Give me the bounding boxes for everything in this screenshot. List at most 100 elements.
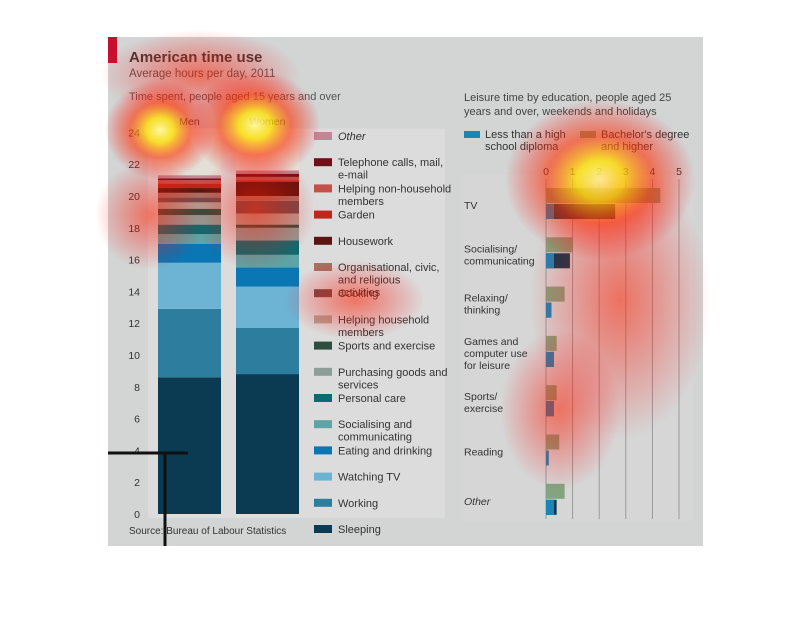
bar-men-socialising-and-communicating: [158, 234, 221, 244]
bar-bachelor-s-degree-and-higher-4: [546, 385, 557, 401]
bar-women-watching-tv: [236, 286, 299, 328]
bar-bachelor-s-degree-and-higher-6: [546, 483, 565, 499]
right-legend-label-1: Bachelor's degree and higher: [601, 129, 689, 153]
legend-swatch-7: [314, 315, 332, 324]
x-tick-label-1: 1: [570, 166, 576, 178]
bar-women-telephone-calls-mail-e-mail: [236, 173, 299, 177]
legend-label-2: Helping non-household members: [338, 183, 451, 208]
legend-label-6: Cooking: [338, 288, 378, 300]
legend-swatch-0: [314, 132, 332, 140]
bar-marker-6: [546, 499, 554, 515]
bar-marker-0: [546, 204, 554, 219]
right-legend-swatch-0: [464, 131, 480, 138]
bar-women-socialising-and-communicating: [236, 254, 299, 268]
bar-men-personal-care: [158, 224, 221, 235]
x-tick-label-3: 3: [623, 166, 629, 178]
bar-men-eating-and-drinking: [158, 243, 221, 263]
legend-label-8: Sports and exercise: [338, 341, 435, 353]
y-tick-label-16: 16: [128, 255, 140, 267]
bar-less-than-a-high-school-diploma-0: [546, 204, 616, 219]
bar-bachelor-s-degree-and-higher-3: [546, 335, 557, 351]
bar-women-purchasing-goods-and-services: [236, 227, 299, 241]
bar-women-helping-household-members: [236, 213, 299, 225]
legend-swatch-12: [314, 446, 332, 455]
bar-men-telephone-calls-mail-e-mail: [158, 178, 221, 181]
right-category-label-1: Socialising/communicating: [464, 243, 535, 267]
legend-label-10: Personal care: [338, 393, 406, 405]
right-category-label-2: Relaxing/thinking: [464, 293, 508, 317]
legend-label-12: Eating and drinking: [338, 445, 432, 457]
legend-swatch-11: [314, 420, 332, 429]
bar-women-cooking: [236, 200, 299, 214]
y-tick-label-10: 10: [128, 350, 140, 362]
legend-label-0: Other: [338, 131, 367, 143]
legend-swatch-4: [314, 236, 332, 245]
bar-bachelor-s-degree-and-higher-1: [546, 237, 573, 253]
y-tick-label-18: 18: [128, 223, 140, 235]
legend-swatch-3: [314, 210, 332, 219]
column-label-men: Men: [179, 116, 200, 128]
bar-women-sports-and-exercise: [236, 224, 299, 228]
legend-swatch-10: [314, 394, 332, 402]
right-category-label-5: Reading: [464, 447, 503, 459]
x-tick-label-4: 4: [649, 166, 655, 178]
bar-bachelor-s-degree-and-higher-2: [546, 286, 565, 302]
bar-marker-4: [546, 401, 554, 417]
bar-women-other: [236, 170, 299, 174]
bar-men-helping-non-household-members: [158, 180, 221, 184]
legend-swatch-8: [314, 341, 332, 350]
bar-men-working: [158, 308, 221, 378]
bar-marker-2: [546, 302, 552, 318]
bar-women-garden: [236, 180, 299, 182]
bar-marker-3: [546, 351, 554, 367]
bar-women-personal-care: [236, 240, 299, 255]
bar-women-helping-non-household-members: [236, 176, 299, 181]
legend-swatch-6: [314, 289, 332, 298]
bar-men-sports-and-exercise: [158, 208, 221, 216]
bar-men-garden: [158, 183, 221, 189]
legend-label-11: Socialising and communicating: [338, 419, 412, 444]
bar-men-organisational-civic-and-religious-activities: [158, 192, 221, 198]
source-note: Source: Bureau of Labour Statistics: [129, 526, 287, 537]
legend-swatch-5: [314, 263, 332, 271]
chart-panel: American time use Average hours per day,…: [108, 37, 703, 546]
legend-label-9: Purchasing goods and services: [338, 367, 447, 392]
x-tick-label-5: 5: [676, 166, 682, 178]
legend-swatch-9: [314, 367, 332, 376]
bar-marker-1: [546, 253, 554, 269]
x-tick-label-0: 0: [543, 166, 549, 178]
legend-label-4: Housework: [338, 236, 394, 248]
legend-swatch-13: [314, 472, 332, 481]
right-category-label-6: Other: [464, 496, 491, 508]
y-tick-label-24: 24: [128, 127, 140, 139]
bar-men-housework: [158, 188, 221, 193]
x-tick-label-2: 2: [596, 166, 602, 178]
y-tick-label-6: 6: [134, 414, 140, 426]
bar-men-other: [158, 175, 221, 179]
bar-women-working: [236, 327, 299, 375]
bar-men-cooking: [158, 197, 221, 203]
y-tick-label-22: 22: [128, 159, 140, 171]
legend-label-14: Working: [338, 498, 378, 510]
bar-men-watching-tv: [158, 262, 221, 309]
bar-women-sleeping: [236, 374, 299, 514]
bar-women-organisational-civic-and-religious-activities: [236, 196, 299, 201]
right-category-label-0: TV: [464, 200, 477, 212]
y-tick-label-4: 4: [134, 445, 140, 457]
bar-men-helping-household-members: [158, 202, 221, 209]
bar-marker-5: [546, 450, 549, 466]
legend-swatch-15: [314, 525, 332, 533]
y-tick-label-0: 0: [134, 509, 140, 521]
bar-bachelor-s-degree-and-higher-0: [546, 188, 661, 203]
legend-label-3: Garden: [338, 210, 375, 222]
y-tick-label-12: 12: [128, 318, 140, 330]
legend-label-1: Telephone calls, mail, e-mail: [338, 157, 443, 182]
y-tick-label-2: 2: [134, 477, 140, 489]
right-legend-swatch-1: [580, 131, 596, 138]
legend-swatch-1: [314, 158, 332, 167]
bar-bachelor-s-degree-and-higher-5: [546, 434, 560, 450]
legend-label-15: Sleeping: [338, 524, 381, 536]
bar-women-eating-and-drinking: [236, 267, 299, 287]
right-legend-label-0: Less than a high school diploma: [485, 129, 566, 153]
